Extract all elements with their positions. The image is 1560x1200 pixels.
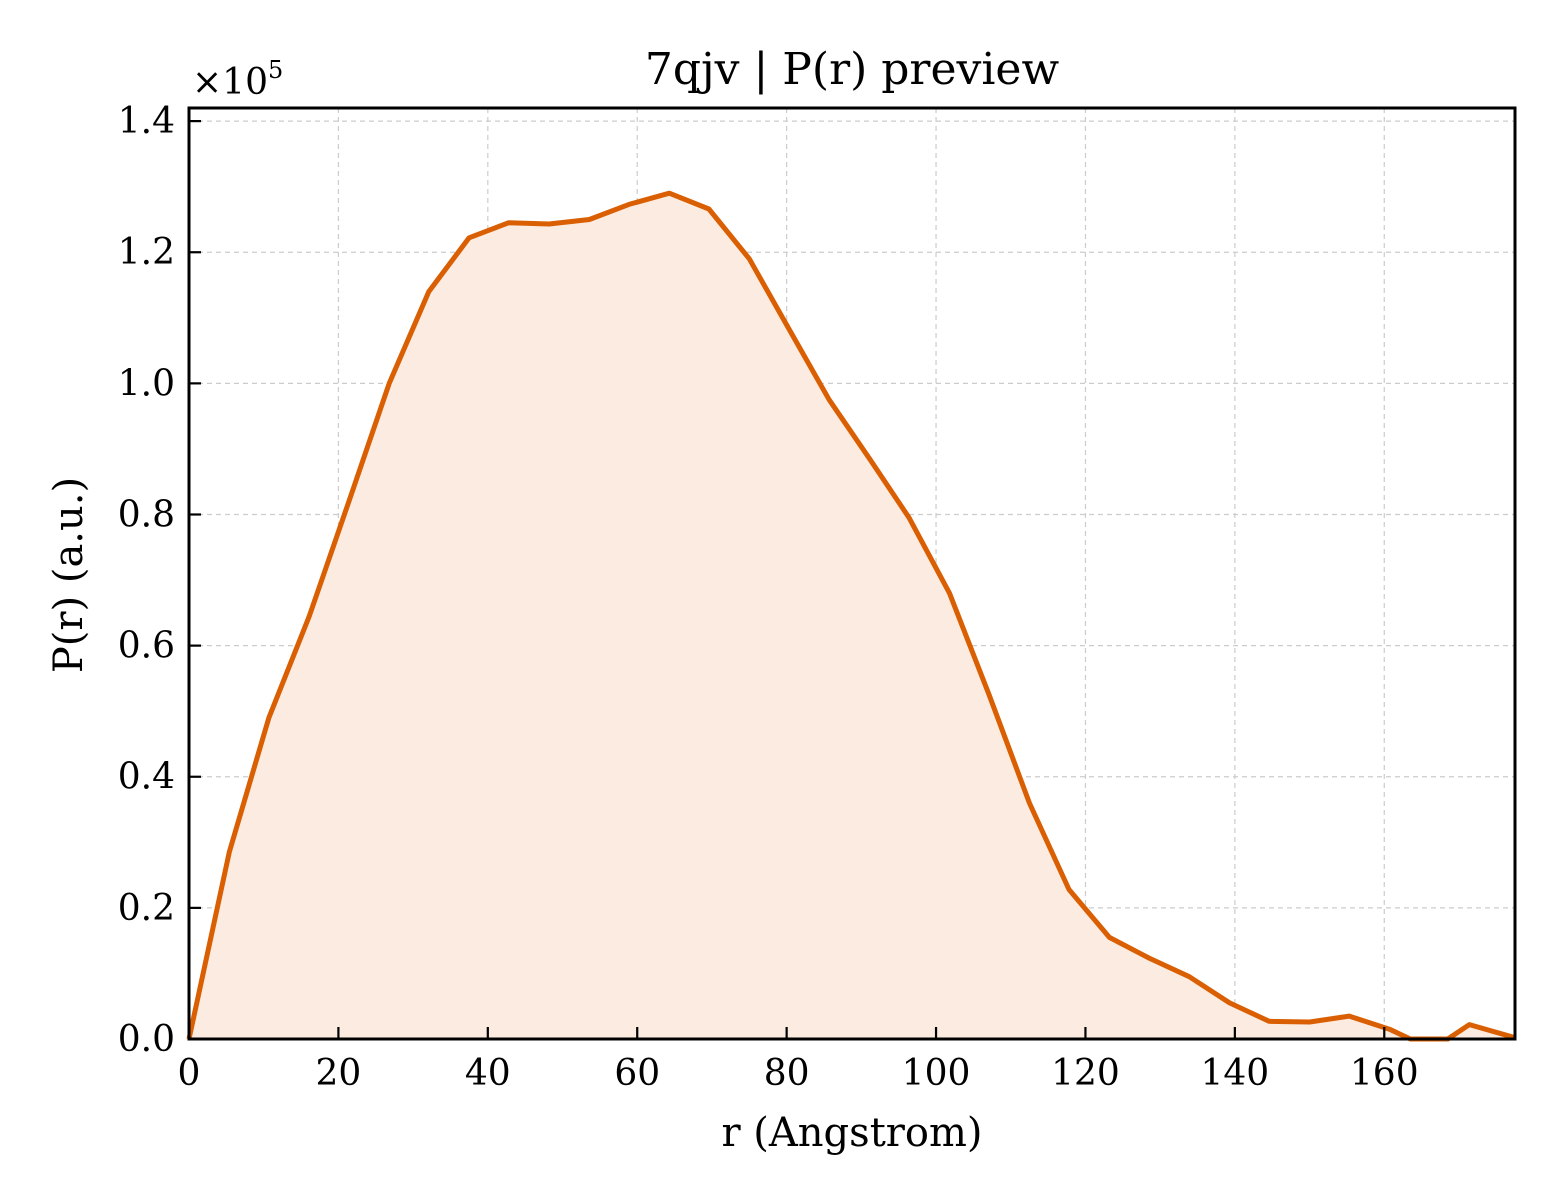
x-tick-label: 120 bbox=[1051, 1053, 1120, 1094]
plot-frame bbox=[187, 106, 1517, 1041]
y-multiplier-exponent: 5 bbox=[268, 56, 283, 84]
y-tick-label: 1.0 bbox=[118, 363, 175, 404]
y-axis-label: P(r) (a.u.) bbox=[46, 477, 92, 673]
x-tick-label: 160 bbox=[1350, 1053, 1419, 1094]
y-tick-label: 0.4 bbox=[118, 757, 175, 798]
x-tick-label: 140 bbox=[1200, 1053, 1269, 1094]
x-tick-label: 20 bbox=[316, 1053, 362, 1094]
ticks: 0 20 40 60 80 100 120 140 160 0.0 0.2 0.4 0.6 0.8 1.0 1… bbox=[118, 101, 1419, 1094]
x-tick-label: 0 bbox=[178, 1053, 201, 1094]
y-tick-label: 0.6 bbox=[118, 626, 175, 667]
x-tick-label: 40 bbox=[465, 1053, 511, 1094]
x-axis-label: r (Angstrom) bbox=[721, 1110, 982, 1156]
series-line bbox=[186, 190, 1516, 1042]
x-tick-label: 80 bbox=[764, 1053, 810, 1094]
y-tick-label: 1.2 bbox=[118, 232, 175, 273]
area-fill bbox=[189, 193, 1515, 1039]
y-multiplier-base: ×10 bbox=[192, 62, 268, 103]
y-tick-label: 0.2 bbox=[118, 888, 175, 929]
x-tick-label: 60 bbox=[614, 1053, 660, 1094]
x-tick-label: 100 bbox=[902, 1053, 971, 1094]
y-tick-label: 0.0 bbox=[118, 1019, 175, 1060]
chart-title: 7qjv | P(r) preview bbox=[645, 44, 1060, 95]
y-axis-multiplier: ×105 bbox=[192, 56, 283, 103]
y-tick-label: 0.8 bbox=[118, 494, 175, 535]
y-tick-label: 1.4 bbox=[118, 101, 175, 142]
